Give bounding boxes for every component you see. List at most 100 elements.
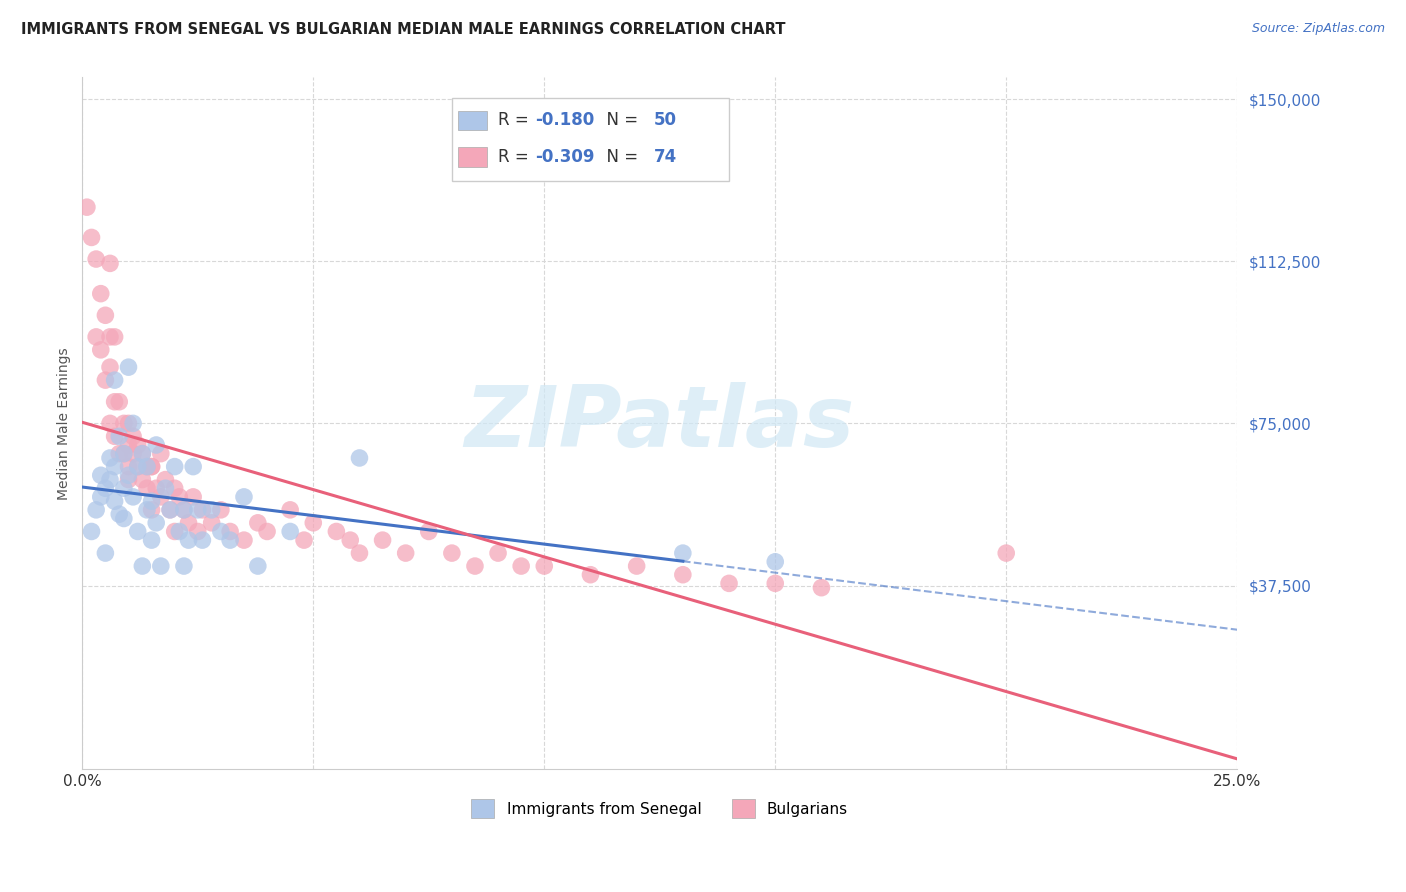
Point xyxy=(155,481,177,495)
Point xyxy=(104,429,127,443)
Point xyxy=(98,417,121,431)
Point xyxy=(246,516,269,530)
Point xyxy=(117,417,139,431)
Point xyxy=(145,516,167,530)
Point xyxy=(149,447,172,461)
Point xyxy=(187,503,209,517)
Point xyxy=(187,524,209,539)
Point xyxy=(763,576,786,591)
Point xyxy=(191,503,214,517)
Point xyxy=(349,546,371,560)
Point xyxy=(486,546,509,560)
Point xyxy=(718,576,741,591)
Point xyxy=(395,546,418,560)
Point xyxy=(127,459,149,474)
Point xyxy=(173,503,195,517)
Y-axis label: Median Male Earnings: Median Male Earnings xyxy=(58,347,72,500)
Point xyxy=(292,533,315,548)
Point xyxy=(98,330,121,344)
Point xyxy=(256,524,278,539)
Point xyxy=(371,533,394,548)
Point xyxy=(112,447,135,461)
Point xyxy=(579,567,602,582)
Point xyxy=(672,546,695,560)
Point xyxy=(233,490,256,504)
Point xyxy=(136,459,159,474)
Point xyxy=(94,481,117,495)
Point xyxy=(177,516,200,530)
Point xyxy=(246,559,269,574)
Point xyxy=(98,473,121,487)
Text: 50: 50 xyxy=(654,112,676,129)
Text: R =: R = xyxy=(498,112,534,129)
Point xyxy=(98,256,121,270)
Point xyxy=(98,360,121,375)
Point xyxy=(117,360,139,375)
Point xyxy=(117,438,139,452)
Point xyxy=(173,559,195,574)
Point xyxy=(112,417,135,431)
Point xyxy=(127,438,149,452)
Point xyxy=(191,533,214,548)
Point xyxy=(155,473,177,487)
Point xyxy=(149,490,172,504)
Point xyxy=(84,503,107,517)
Point xyxy=(104,494,127,508)
Point xyxy=(80,230,103,244)
Point xyxy=(141,533,163,548)
Point xyxy=(108,507,131,521)
Point xyxy=(131,447,153,461)
Point xyxy=(810,581,832,595)
Text: N =: N = xyxy=(596,148,644,166)
Text: IMMIGRANTS FROM SENEGAL VS BULGARIAN MEDIAN MALE EARNINGS CORRELATION CHART: IMMIGRANTS FROM SENEGAL VS BULGARIAN MED… xyxy=(21,22,786,37)
Text: -0.180: -0.180 xyxy=(536,112,595,129)
Text: Source: ZipAtlas.com: Source: ZipAtlas.com xyxy=(1251,22,1385,36)
Point xyxy=(117,459,139,474)
Point xyxy=(108,394,131,409)
Point xyxy=(325,524,347,539)
Point xyxy=(141,459,163,474)
Point xyxy=(510,559,533,574)
Point xyxy=(108,447,131,461)
Point xyxy=(169,490,191,504)
Point xyxy=(84,330,107,344)
Point xyxy=(219,533,242,548)
Point xyxy=(104,459,127,474)
Point xyxy=(90,468,112,483)
Point xyxy=(108,429,131,443)
Point xyxy=(159,503,181,517)
Point xyxy=(98,450,121,465)
Point xyxy=(122,447,145,461)
Point xyxy=(141,503,163,517)
Point xyxy=(163,524,186,539)
Point xyxy=(112,511,135,525)
Point xyxy=(145,438,167,452)
Point xyxy=(163,481,186,495)
Point xyxy=(219,524,242,539)
Point xyxy=(104,394,127,409)
Point xyxy=(76,200,98,214)
Point xyxy=(349,450,371,465)
Point xyxy=(339,533,361,548)
Point xyxy=(141,494,163,508)
Point xyxy=(626,559,648,574)
Point xyxy=(94,546,117,560)
Point xyxy=(181,459,204,474)
Point xyxy=(302,516,325,530)
Point xyxy=(127,459,149,474)
Point xyxy=(440,546,463,560)
Point xyxy=(90,286,112,301)
Text: N =: N = xyxy=(596,112,644,129)
Point xyxy=(90,343,112,357)
Text: ZIPatlas: ZIPatlas xyxy=(464,382,855,465)
Point xyxy=(80,524,103,539)
Point xyxy=(122,417,145,431)
Point xyxy=(94,373,117,387)
Point xyxy=(141,459,163,474)
Point xyxy=(209,503,232,517)
Point xyxy=(201,516,224,530)
Point xyxy=(163,459,186,474)
Text: 74: 74 xyxy=(654,148,678,166)
Text: R =: R = xyxy=(498,148,534,166)
Point xyxy=(672,567,695,582)
